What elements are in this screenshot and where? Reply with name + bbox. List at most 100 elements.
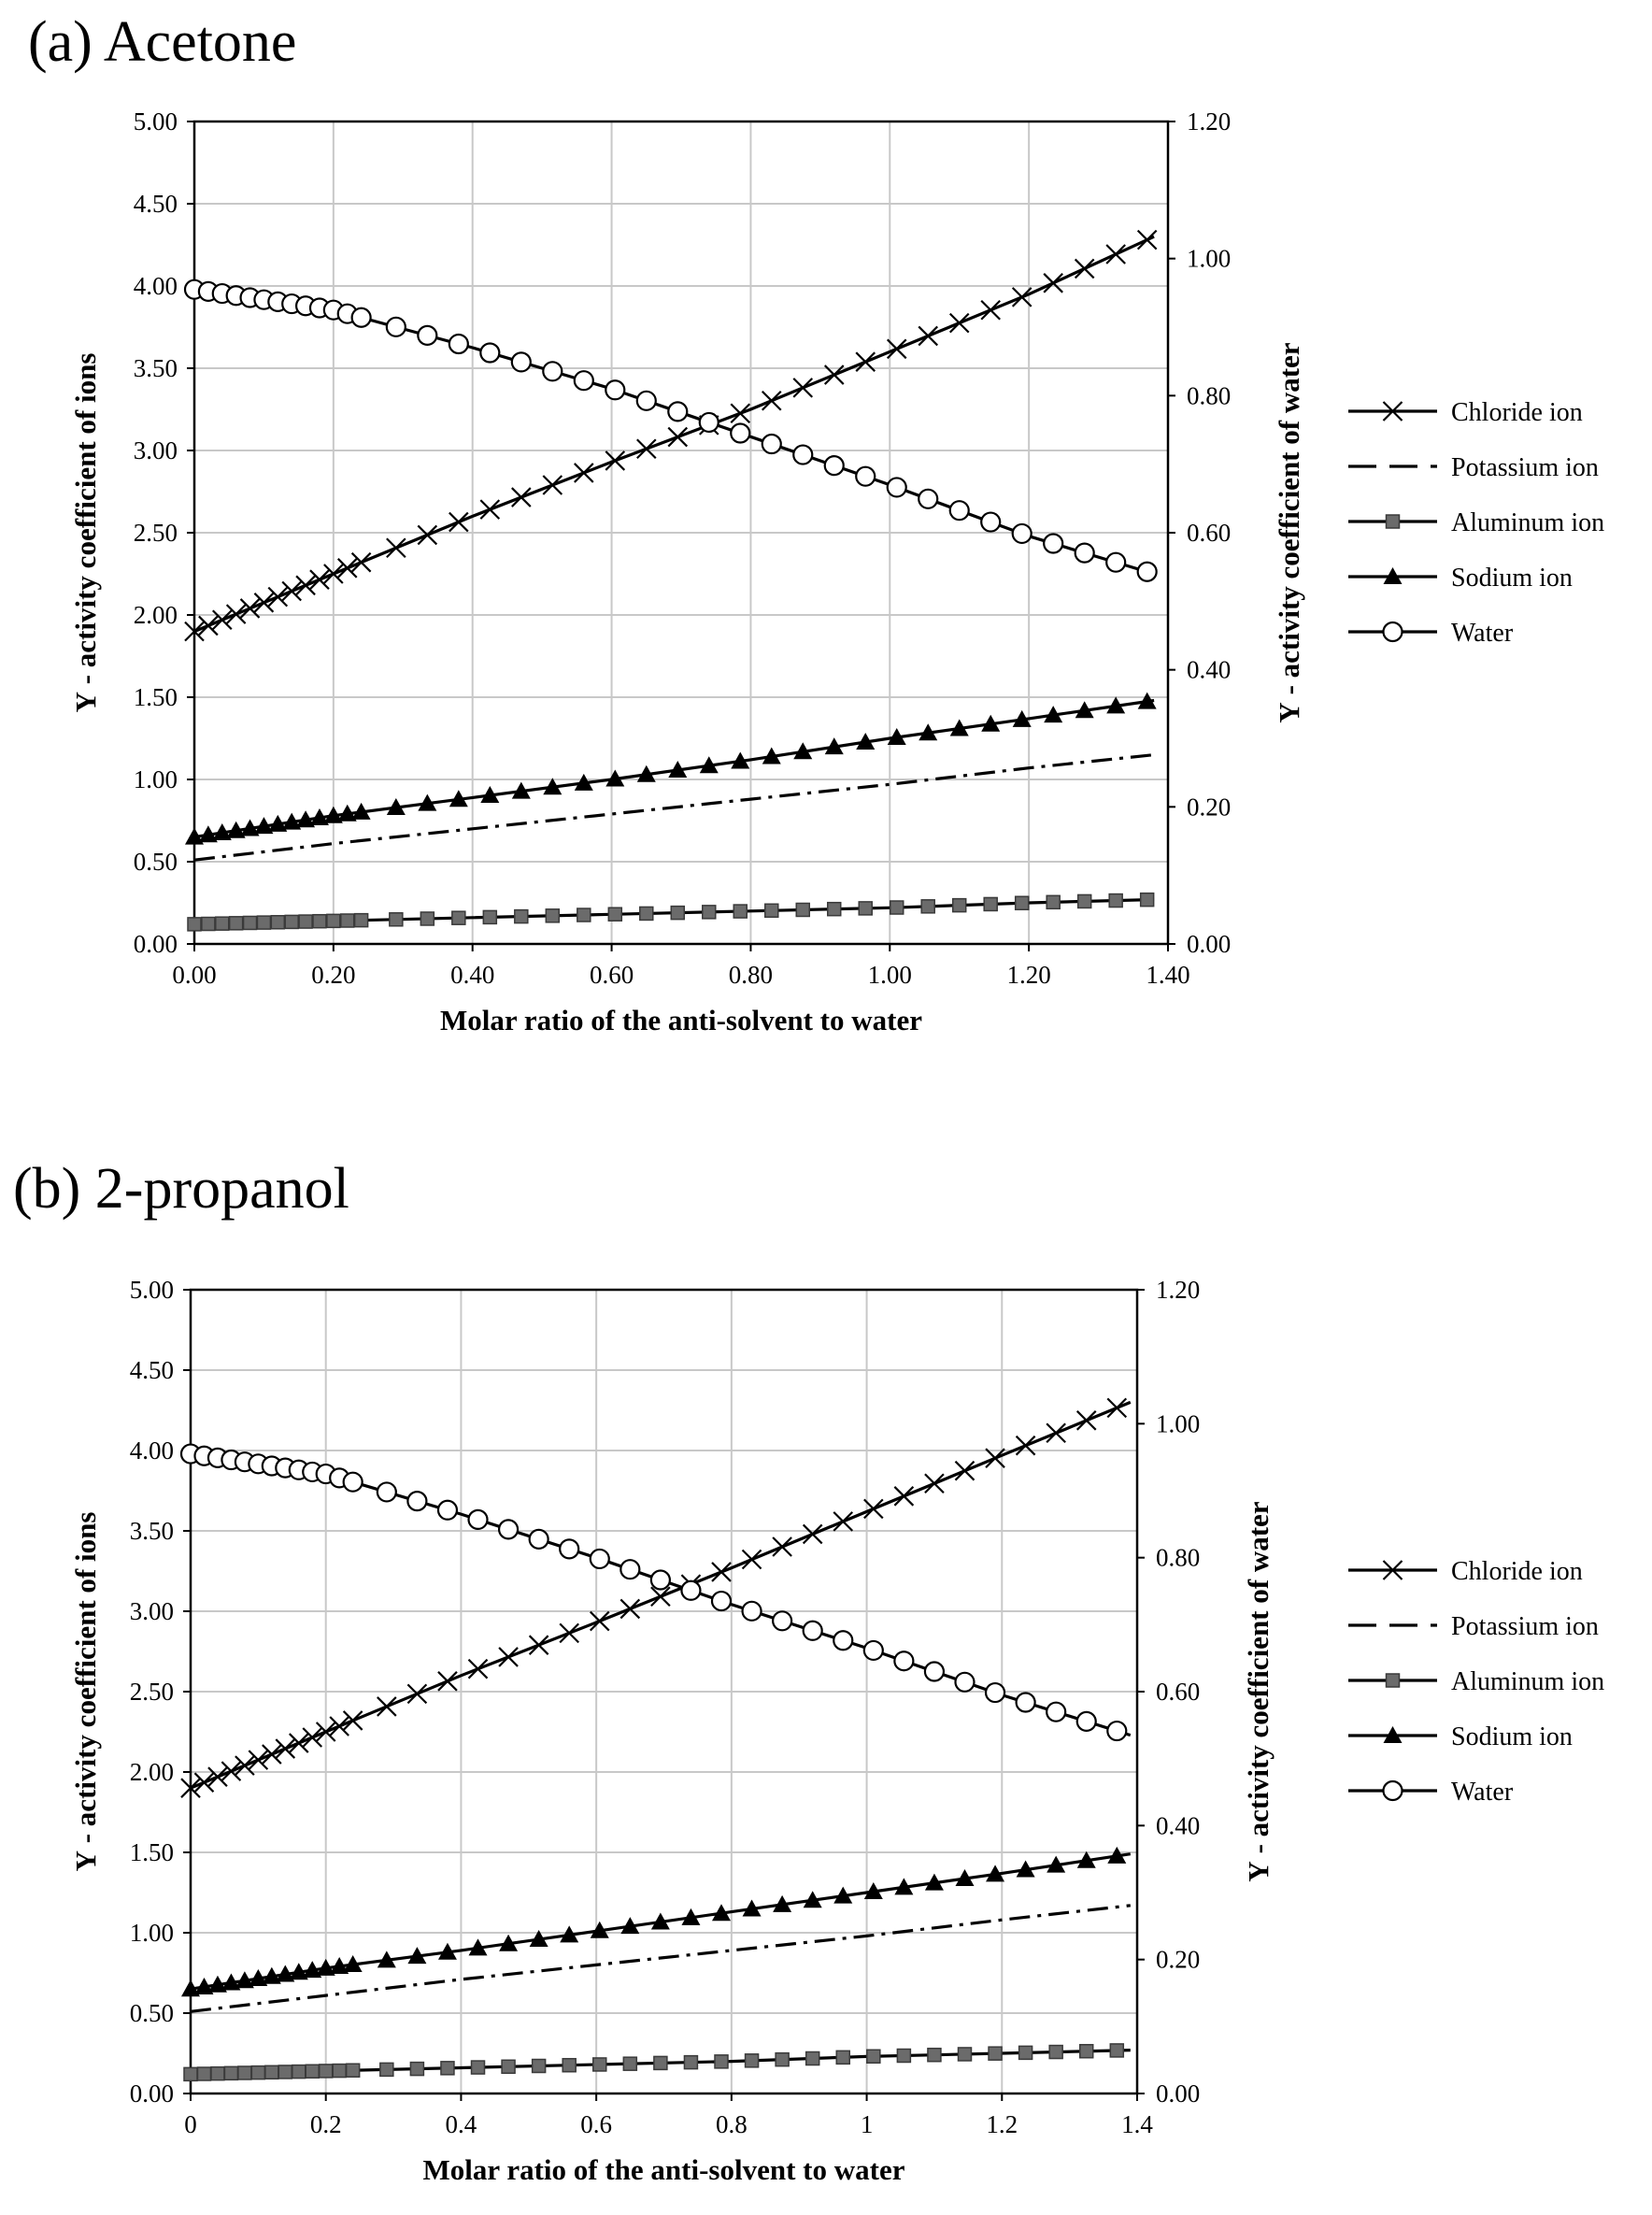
data-point	[833, 1886, 853, 1904]
data-point	[948, 312, 970, 334]
data-point	[886, 477, 907, 498]
data-point	[681, 1908, 701, 1925]
data-point	[318, 2064, 334, 2079]
data-point	[1107, 1846, 1127, 1864]
data-point	[924, 1873, 944, 1891]
data-point	[262, 1966, 281, 1984]
data-point	[894, 1878, 914, 1895]
data-point	[1139, 892, 1155, 907]
data-point	[560, 1925, 579, 1943]
legend-item-chloride-ion: Chloride ion	[1348, 1557, 1583, 1586]
legend-label: Potassium ion	[1451, 453, 1599, 482]
data-point	[764, 903, 779, 919]
x-tick-label: 1.2	[986, 2110, 1018, 2138]
data-point	[923, 1661, 946, 1682]
data-point	[855, 351, 876, 372]
data-point	[824, 737, 844, 755]
data-point	[377, 1951, 396, 1968]
data-point	[267, 586, 289, 607]
data-point	[262, 1744, 282, 1765]
data-point	[256, 915, 272, 930]
x-tick-label: 0.20	[311, 961, 355, 989]
data-point	[1105, 244, 1126, 264]
data-point	[289, 1963, 308, 1980]
data-point	[620, 1598, 641, 1620]
x-tick-label: 0.00	[172, 961, 216, 989]
data-point	[1043, 533, 1064, 554]
data-point	[235, 1755, 255, 1776]
legend-item-potassium-ion: Potassium ion	[1348, 453, 1599, 482]
x-tick-label: 0.40	[450, 961, 494, 989]
data-point	[1046, 1422, 1066, 1444]
data-point	[833, 1511, 854, 1532]
data-point	[350, 551, 372, 573]
data-point	[350, 307, 372, 328]
data-point	[711, 1562, 732, 1582]
y2-tick-label: 0.80	[1156, 1544, 1200, 1572]
data-point	[793, 742, 813, 760]
y2-tick-label: 0.00	[1187, 930, 1231, 958]
data-point	[253, 593, 275, 613]
legend-label: Chloride ion	[1451, 1557, 1583, 1586]
data-point	[1046, 1701, 1067, 1722]
data-point	[376, 1481, 397, 1503]
data-point	[1075, 701, 1094, 719]
data-point	[240, 819, 260, 836]
data-point	[323, 806, 343, 823]
y-tick-label: 5.00	[134, 107, 178, 136]
data-point	[295, 575, 316, 596]
legend-item-aluminum-ion: Aluminum ion	[1348, 508, 1604, 537]
data-point	[773, 1894, 792, 1912]
data-point	[437, 1671, 458, 1692]
y-tick-label: 3.00	[130, 1597, 174, 1625]
legend-marker	[1383, 567, 1403, 584]
legend-marker	[1382, 621, 1403, 643]
data-point	[499, 1934, 519, 1951]
y2-tick-label: 0.20	[1156, 1946, 1200, 1974]
data-point	[980, 299, 1001, 321]
data-point	[479, 342, 501, 364]
data-point	[228, 916, 244, 931]
data-point	[1106, 1720, 1128, 1742]
legend: Chloride ion Potassium ion Aluminum ion Sod…	[1348, 1557, 1604, 1807]
data-point	[951, 897, 967, 913]
data-point	[918, 488, 939, 509]
series-line-chloride-ion	[193, 235, 1155, 634]
data-point	[592, 2057, 607, 2072]
data-point	[543, 778, 563, 795]
data-point	[282, 812, 302, 830]
data-point	[353, 912, 369, 928]
data-point	[792, 378, 814, 398]
data-point	[528, 1635, 549, 1655]
data-point	[981, 714, 1001, 732]
data-point	[862, 1639, 884, 1662]
data-point	[221, 1973, 241, 1991]
legend-item-chloride-ion: Chloride ion	[1348, 398, 1583, 427]
y-tick-label: 1.00	[130, 1919, 174, 1947]
data-point	[823, 455, 845, 477]
y-tick-label: 4.00	[134, 272, 178, 300]
legend-label: Water	[1451, 619, 1514, 648]
data-point	[1108, 893, 1123, 908]
data-point	[470, 2060, 486, 2075]
data-point	[275, 1738, 296, 1759]
data-point	[983, 896, 998, 912]
data-point	[855, 465, 876, 487]
series-sodium-ion	[181, 1846, 1132, 1997]
data-point	[479, 499, 501, 520]
data-point	[649, 1569, 671, 1591]
data-point	[449, 511, 469, 533]
data-point	[239, 598, 261, 619]
data-point	[919, 723, 938, 741]
data-point	[542, 475, 563, 495]
data-point	[194, 1977, 214, 1994]
data-point	[954, 1671, 976, 1693]
data-point	[467, 1508, 489, 1531]
data-point	[731, 751, 750, 769]
x-tick-label: 1.40	[1146, 961, 1189, 989]
data-point	[653, 2055, 668, 2071]
data-point	[986, 1865, 1005, 1882]
data-point	[887, 727, 906, 745]
data-point	[420, 911, 435, 926]
x-tick-label: 1.00	[868, 961, 912, 989]
